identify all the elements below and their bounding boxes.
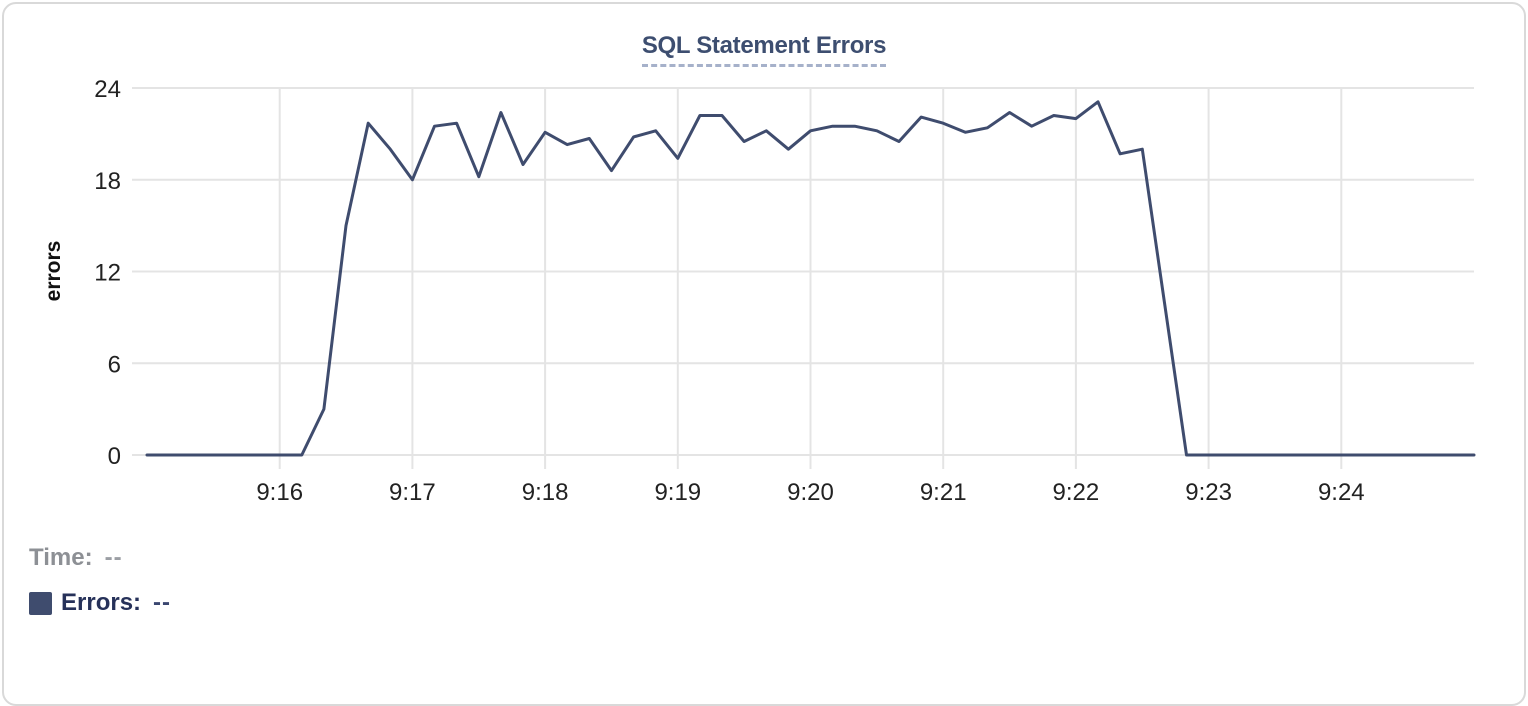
y-axis-tick-label: 6 [108,351,121,378]
gridlines [132,87,1474,469]
chart-title[interactable]: SQL Statement Errors [641,32,886,67]
x-axis-tick-label: 9:21 [920,479,967,506]
series-color-swatch [29,591,52,615]
x-axis-tick-label: 9:19 [654,479,701,506]
tooltip-time-label: Time: [29,544,93,571]
chart-legend: Time: -- Errors: -- [29,544,171,634]
legend-errors-row[interactable]: Errors: -- [29,589,171,617]
x-axis-tick-label: 9:20 [787,479,834,506]
series-line-errors[interactable] [145,100,1476,457]
y-axis-tick-label: 12 [94,260,121,287]
x-axis-tick-label: 9:16 [256,479,303,506]
tooltip-time-row: Time: -- [29,544,171,572]
y-axis-tick-label: 18 [94,168,121,195]
chart-plot[interactable]: 0 6 12 18 24 9:16 9:17 9:18 9:19 9:20 9:21 9:22 9:23… [4,4,1528,524]
legend-series-value: -- [153,589,172,616]
chart-header: SQL Statement Errors [4,32,1524,67]
legend-series-label: Errors: [61,589,142,616]
x-axis-tick-label: 9:22 [1053,479,1100,506]
x-axis-tick-label: 9:18 [522,479,569,506]
y-axis-tick-label: 24 [94,76,121,103]
axis-tick-labels: 0 6 12 18 24 9:16 9:17 9:18 9:19 9:20 9:21 9:22 9:23… [94,76,1364,506]
x-axis-tick-label: 9:17 [389,479,436,506]
tooltip-time-value: -- [104,544,123,571]
x-axis-tick-label: 9:23 [1185,479,1232,506]
x-axis-tick-label: 9:24 [1318,479,1365,506]
y-axis-tick-label: 0 [108,443,121,470]
